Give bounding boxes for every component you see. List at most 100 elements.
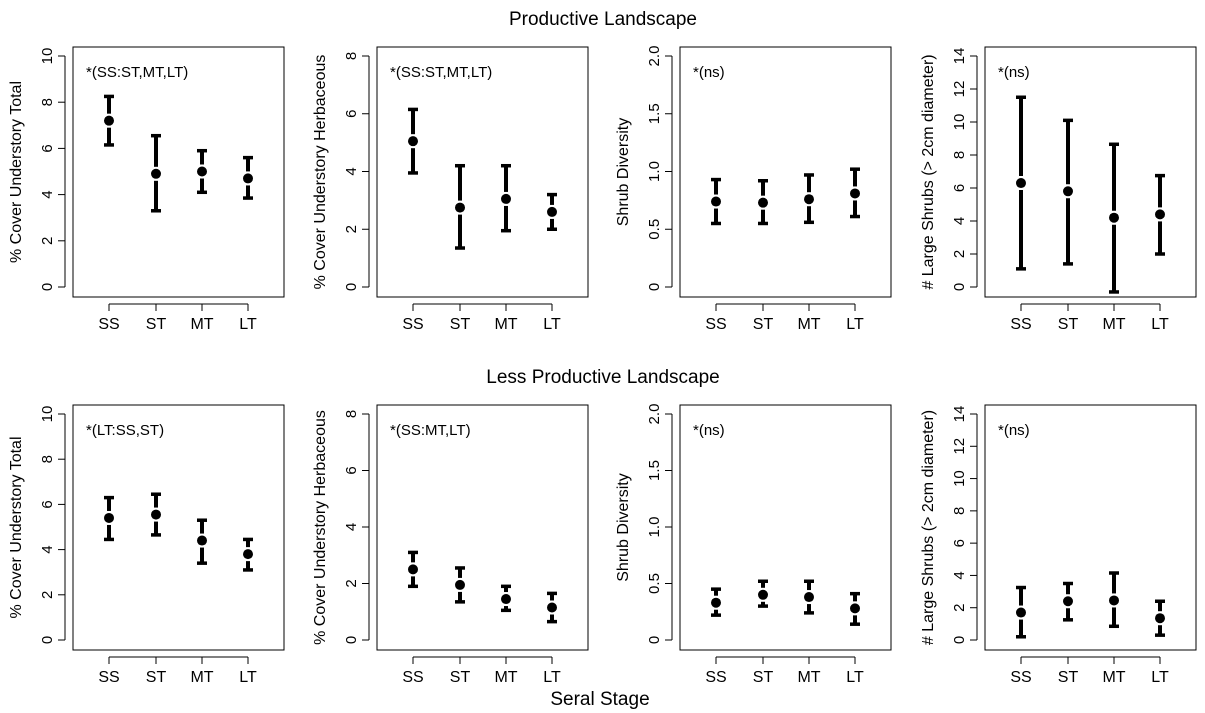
mean-point (1109, 212, 1119, 223)
y-tick-label: 8 (39, 98, 56, 106)
mean-point (547, 206, 557, 217)
y-tick-label: 6 (39, 144, 56, 152)
x-tick-label: MT (1102, 669, 1125, 686)
y-tick-label: 1.5 (646, 460, 663, 481)
x-tick-label: MT (494, 669, 517, 686)
y-tick-label: 0 (951, 283, 968, 291)
mean-point (711, 196, 721, 207)
mean-point (547, 602, 557, 613)
y-tick-label: 2.0 (646, 46, 663, 67)
y-tick-label: 2 (343, 225, 360, 233)
x-tick-label: SS (1010, 669, 1031, 686)
significance-annotation: *(ns) (693, 422, 725, 439)
mean-point (104, 115, 114, 126)
x-tick-label: LT (543, 316, 561, 333)
mean-point (455, 579, 465, 590)
x-tick-label: LT (846, 316, 864, 333)
y-tick-label: 6 (951, 539, 968, 547)
y-tick-label: 0.5 (646, 219, 663, 240)
x-tick-label: SS (402, 316, 423, 333)
significance-annotation: *(SS:ST,MT,LT) (86, 64, 188, 81)
y-tick-label: 10 (951, 114, 968, 131)
y-tick-label: 6 (951, 184, 968, 192)
y-tick-label: 4 (951, 571, 968, 579)
y-tick-label: 2.0 (646, 404, 663, 425)
plot-frame (72, 46, 285, 298)
x-tick-label: SS (98, 669, 119, 686)
y-tick-label: 12 (951, 438, 968, 455)
y-axis-title: # Large Shrubs (> 2cm diameter) (920, 410, 937, 645)
mean-point (151, 509, 161, 520)
significance-annotation: *(LT:SS,ST) (86, 422, 164, 439)
mean-point (804, 592, 814, 603)
y-tick-label: 14 (951, 406, 968, 423)
plot-frame (72, 404, 285, 651)
mean-point (1063, 596, 1073, 607)
y-tick-label: 8 (343, 52, 360, 60)
significance-annotation: *(ns) (693, 64, 725, 81)
mean-point (1109, 595, 1119, 606)
y-tick-label: 6 (343, 110, 360, 118)
y-axis-title: # Large Shrubs (> 2cm diameter) (920, 54, 937, 289)
y-tick-label: 4 (343, 167, 360, 175)
y-axis-title: % Cover Understory Herbaceous (312, 55, 329, 290)
y-tick-label: 4 (343, 523, 360, 531)
chart-panel-productive-cover-total: 0 2 4 6 8 10 % Cover Understory Total SS ST MT LT *… (8, 46, 285, 333)
x-tick-label: SS (402, 669, 423, 686)
x-tick-label: ST (450, 316, 471, 333)
y-tick-label: 2 (39, 591, 56, 599)
x-tick-label: MT (797, 669, 820, 686)
y-tick-label: 0 (646, 283, 663, 291)
y-tick-label: 2 (39, 237, 56, 245)
plot-frame (376, 404, 589, 651)
x-tick-label: SS (98, 316, 119, 333)
plot-frame (984, 404, 1197, 651)
y-tick-label: 6 (343, 466, 360, 474)
mean-point (1016, 607, 1026, 618)
x-tick-label: SS (1010, 316, 1031, 333)
mean-point (408, 136, 418, 147)
y-tick-label: 4 (951, 217, 968, 225)
x-tick-label: LT (1151, 316, 1169, 333)
x-tick-label: SS (705, 316, 726, 333)
plot-frame (679, 46, 892, 298)
y-tick-label: 2 (343, 579, 360, 587)
mean-point (455, 202, 465, 213)
y-tick-label: 8 (951, 151, 968, 159)
x-tick-label: MT (1102, 316, 1125, 333)
x-tick-label: LT (543, 669, 561, 686)
significance-annotation: *(ns) (998, 64, 1030, 81)
x-tick-label: LT (239, 316, 257, 333)
mean-point (711, 597, 721, 608)
plot-frame (679, 404, 892, 651)
mean-point (408, 564, 418, 575)
mean-point (1155, 209, 1165, 220)
mean-point (501, 594, 511, 605)
chart-panel-less-productive-shrub-diversity: 0 0.5 1.0 1.5 2.0 Shrub Diversity SS ST MT LT *(ns… (615, 404, 892, 686)
y-tick-label: 8 (951, 507, 968, 515)
mean-point (243, 549, 253, 560)
mean-point (804, 194, 814, 205)
mean-point (758, 589, 768, 600)
mean-point (243, 173, 253, 184)
y-tick-label: 1.0 (646, 517, 663, 538)
x-axis-title: Seral Stage (550, 689, 649, 710)
y-tick-label: 12 (951, 81, 968, 98)
significance-annotation: *(ns) (998, 422, 1030, 439)
mean-point (151, 168, 161, 179)
y-tick-label: 10 (951, 470, 968, 487)
y-axis-title: % Cover Understory Herbaceous (312, 410, 329, 645)
y-axis-title: % Cover Understory Total (8, 81, 25, 263)
mean-point (197, 166, 207, 177)
row-title-less-productive: Less Productive Landscape (486, 367, 719, 388)
x-tick-label: LT (846, 669, 864, 686)
mean-point (758, 197, 768, 208)
y-axis-title: % Cover Understory Total (8, 437, 25, 619)
y-tick-label: 1.5 (646, 103, 663, 124)
row-title-productive: Productive Landscape (509, 9, 697, 30)
mean-point (104, 512, 114, 523)
y-tick-label: 0 (39, 283, 56, 291)
y-axis-title: Shrub Diversity (615, 118, 632, 226)
mean-point (197, 535, 207, 546)
y-tick-label: 0 (951, 636, 968, 644)
